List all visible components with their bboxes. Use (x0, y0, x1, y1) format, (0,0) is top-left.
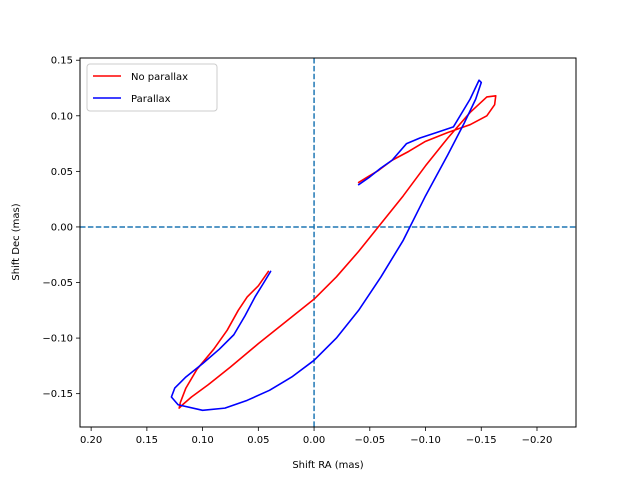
x-axis-label: Shift RA (mas) (292, 460, 363, 471)
x-tick-label: −0.10 (410, 435, 441, 446)
plot-area (79, 57, 577, 428)
x-tick-label: 0.05 (247, 435, 269, 446)
y-tick-label: 0.00 (51, 222, 73, 233)
y-axis-ticks: −0.15 −0.10 −0.05 0.00 0.05 0.10 0.15 (42, 56, 80, 400)
legend-label-no-parallax: No parallax (131, 72, 188, 83)
legend-label-parallax: Parallax (131, 94, 171, 105)
series-line-parallax (170, 79, 483, 412)
y-axis-label: Shift Dec (mas) (11, 203, 22, 280)
x-tick-label: −0.05 (354, 435, 385, 446)
y-tick-label: 0.10 (51, 111, 73, 122)
x-axis-ticks: 0.20 0.15 0.10 0.05 0.00 −0.05 −0.10 −0.15 −0.20 (80, 427, 552, 446)
x-tick-label: 0.10 (191, 435, 213, 446)
y-tick-label: −0.15 (42, 389, 73, 400)
plot-frame (79, 57, 577, 428)
legend: No parallax Parallax (86, 63, 218, 112)
x-tick-label: −0.15 (466, 435, 497, 446)
y-tick-label: −0.05 (42, 278, 73, 289)
x-tick-label: 0.20 (80, 435, 102, 446)
y-tick-label: 0.15 (51, 56, 73, 67)
series-line-no-parallax (178, 94, 497, 409)
y-tick-label: 0.05 (51, 167, 73, 178)
x-tick-label: −0.20 (522, 435, 553, 446)
x-tick-label: 0.00 (303, 435, 325, 446)
series-layer (170, 79, 497, 412)
reference-lines (80, 58, 576, 427)
y-tick-label: −0.10 (42, 334, 73, 345)
x-tick-label: 0.15 (136, 435, 158, 446)
